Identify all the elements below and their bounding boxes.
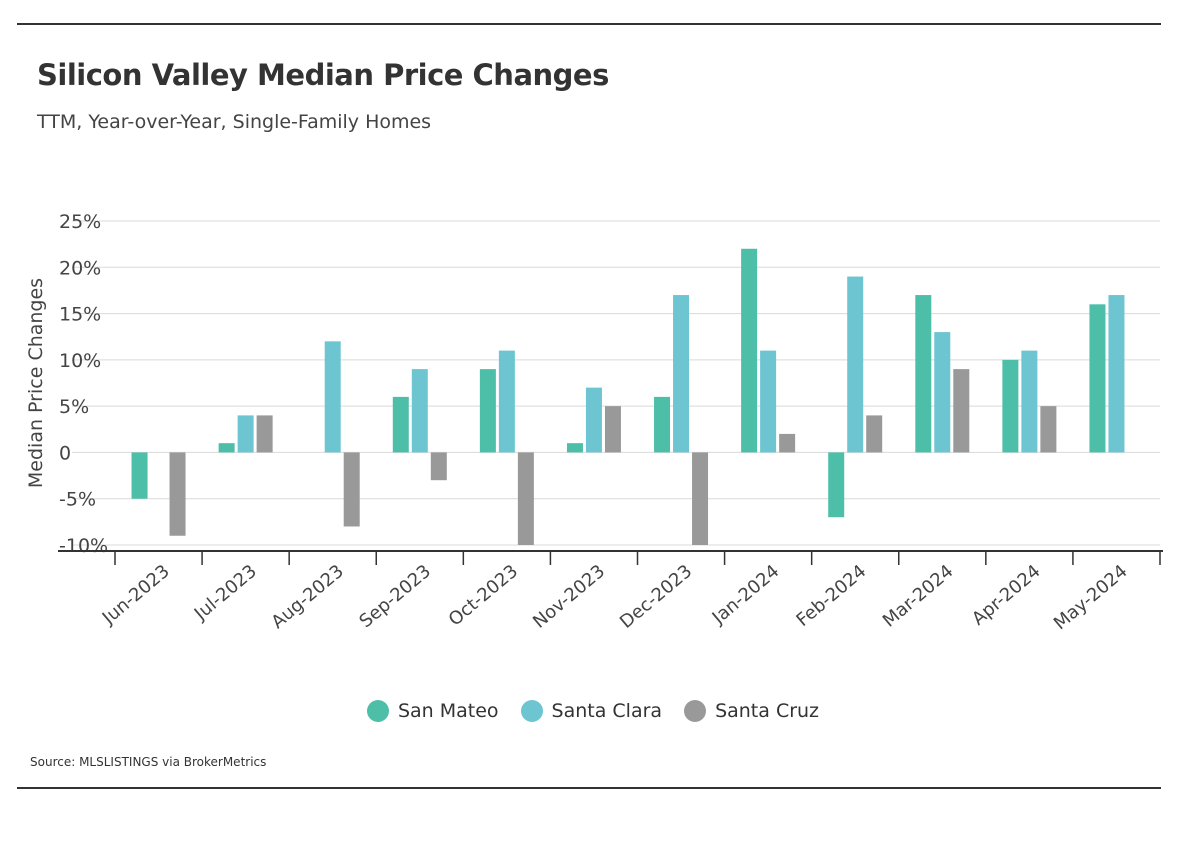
x-tick-label: Mar-2024 [879, 561, 958, 632]
bar-san-mateo [131, 452, 148, 499]
legend-label-santa-clara: Santa Clara [551, 700, 663, 722]
chart-subtitle: TTM, Year-over-Year, Single-Family Homes [37, 111, 432, 133]
bar-santa-cruz [953, 369, 970, 453]
legend-swatch-san-mateo [366, 700, 389, 722]
legend-label-san-mateo: San Mateo [397, 700, 499, 722]
bar-santa-cruz [866, 415, 883, 453]
legend-swatch-santa-cruz [684, 700, 707, 722]
bar-santa-clara [498, 350, 515, 453]
x-tick-label: Jul-2023 [190, 561, 261, 625]
bar-san-mateo [392, 396, 409, 453]
bar-san-mateo [218, 443, 235, 453]
x-tick-label: Feb-2024 [792, 561, 870, 631]
bar-san-mateo [741, 248, 758, 453]
x-tick-label: May-2024 [1050, 561, 1132, 634]
bar-santa-clara [411, 369, 428, 453]
bar-san-mateo [1002, 359, 1019, 453]
chart-title: Silicon Valley Median Price Changes [37, 58, 609, 92]
bar-san-mateo [915, 295, 932, 453]
bar-santa-clara [934, 332, 951, 453]
y-tick-label: 15% [59, 304, 101, 326]
bar-san-mateo [479, 369, 496, 453]
x-tick-label: Dec-2023 [616, 561, 696, 633]
bar-santa-cruz [517, 452, 534, 545]
x-tick-label: Oct-2023 [445, 561, 522, 631]
legend-item-santa-clara: Santa Clara [520, 700, 663, 722]
x-tick-label: Apr-2024 [968, 561, 1045, 630]
y-tick-label: 20% [59, 257, 101, 279]
bar-santa-cruz [779, 433, 796, 453]
bar-santa-clara [1108, 295, 1125, 453]
bar-san-mateo [828, 452, 845, 518]
legend-item-san-mateo: San Mateo [366, 700, 499, 722]
bar-santa-cruz [604, 406, 621, 453]
x-tick-label: Sep-2023 [355, 561, 435, 633]
bar-san-mateo [566, 443, 583, 453]
y-tick-label: 10% [59, 350, 101, 372]
y-tick-label: -10% [59, 535, 108, 557]
x-tick-label: Jun-2023 [98, 561, 174, 629]
bar-santa-cruz [1040, 406, 1057, 453]
bar-santa-clara [324, 341, 341, 453]
y-tick-label: 5% [59, 396, 89, 418]
bar-santa-clara [760, 350, 777, 453]
bar-santa-cruz [430, 452, 447, 481]
bar-santa-clara [1021, 350, 1038, 453]
bar-santa-clara [585, 387, 602, 453]
bar-chart: 25% 20% 15% 10% 5% 0 -5% -10% Median Price Chang… [25, 211, 1163, 634]
bar-santa-clara [847, 276, 864, 453]
legend-swatch-santa-clara [520, 700, 543, 722]
x-tick-label: Jan-2024 [708, 561, 784, 629]
bar-santa-cruz [343, 452, 360, 527]
bar-san-mateo [1089, 304, 1106, 453]
y-tick-label: -5% [59, 489, 96, 511]
top-rule [17, 23, 1161, 25]
x-tick-label: Nov-2023 [529, 561, 609, 633]
legend-item-santa-cruz: Santa Cruz [684, 700, 819, 722]
legend: San Mateo Santa Clara Santa Cruz [0, 700, 1186, 722]
bar-santa-cruz [256, 415, 273, 453]
bar-santa-cruz [169, 452, 186, 536]
bottom-rule [17, 787, 1161, 789]
y-axis-title: Median Price Changes [25, 278, 47, 488]
legend-label-santa-cruz: Santa Cruz [715, 700, 820, 722]
bar-santa-clara [673, 295, 690, 453]
bar-santa-cruz [692, 452, 709, 545]
source-note: Source: MLSLISTINGS via BrokerMetrics [30, 755, 267, 769]
y-tick-label: 0 [59, 442, 71, 464]
bar-san-mateo [654, 396, 671, 453]
bar-santa-clara [237, 415, 254, 453]
y-tick-label: 25% [59, 211, 101, 233]
x-tick-label: Aug-2023 [267, 561, 347, 633]
